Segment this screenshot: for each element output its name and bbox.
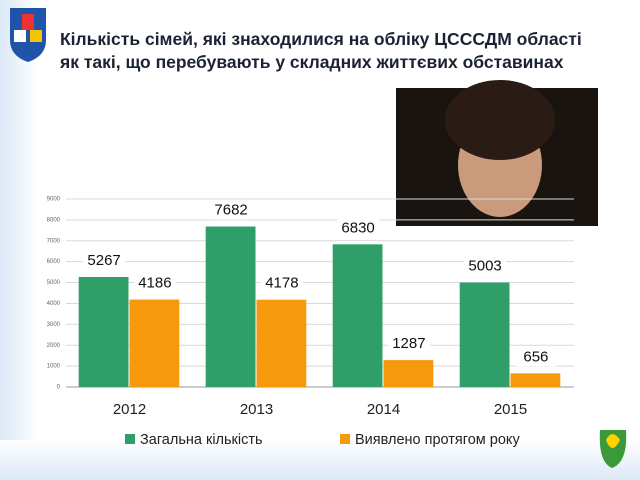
bar — [510, 373, 561, 387]
value-label-bg — [83, 250, 126, 270]
bar — [205, 226, 256, 387]
value-label-bg — [464, 256, 507, 276]
value-label-bg — [133, 273, 176, 293]
x-tick-label: 2013 — [240, 401, 273, 418]
y-tick-label: 6000 — [47, 259, 61, 265]
logo — [599, 430, 627, 468]
value-label: 1287 — [392, 335, 425, 352]
y-tick-label: 2000 — [47, 343, 61, 349]
emblem — [10, 8, 46, 62]
y-tick-label: 0 — [57, 385, 61, 391]
y-tick-label: 4000 — [47, 301, 61, 307]
value-label: 7682 — [214, 202, 247, 219]
x-tick-label: 2015 — [494, 401, 527, 418]
y-tick-label: 9000 — [47, 197, 61, 203]
x-tick-label: 2012 — [113, 401, 146, 418]
value-label-bg — [514, 347, 557, 367]
value-label: 5267 — [87, 252, 120, 269]
value-label-bg — [210, 200, 253, 220]
photo — [396, 80, 598, 226]
value-label: 4178 — [265, 275, 298, 292]
y-tick-label: 1000 — [47, 364, 61, 370]
value-label: 5003 — [468, 257, 501, 274]
legend-swatch — [125, 434, 135, 444]
bar — [78, 276, 129, 387]
value-label-bg — [387, 334, 430, 354]
y-tick-label: 7000 — [47, 238, 61, 244]
legend-label: Загальна кількість — [140, 432, 263, 448]
chart-title: Кількість сімей, які знаходилися на облі… — [60, 29, 582, 72]
value-label-bg — [337, 218, 380, 238]
legend-swatch — [340, 434, 350, 444]
y-tick-label: 8000 — [47, 217, 61, 223]
background-strip — [0, 440, 640, 480]
y-tick-label: 3000 — [47, 322, 61, 328]
y-tick-label: 5000 — [47, 280, 61, 286]
bar — [459, 282, 510, 387]
value-label: 4186 — [138, 275, 171, 292]
bar — [383, 360, 434, 387]
legend-label: Виявлено протягом року — [355, 432, 520, 448]
value-label: 656 — [523, 348, 548, 365]
value-label: 6830 — [341, 219, 374, 236]
bar — [129, 299, 180, 387]
bar — [332, 244, 383, 387]
bar — [256, 299, 307, 387]
x-tick-label: 2014 — [367, 401, 400, 418]
value-label-bg — [260, 273, 303, 293]
